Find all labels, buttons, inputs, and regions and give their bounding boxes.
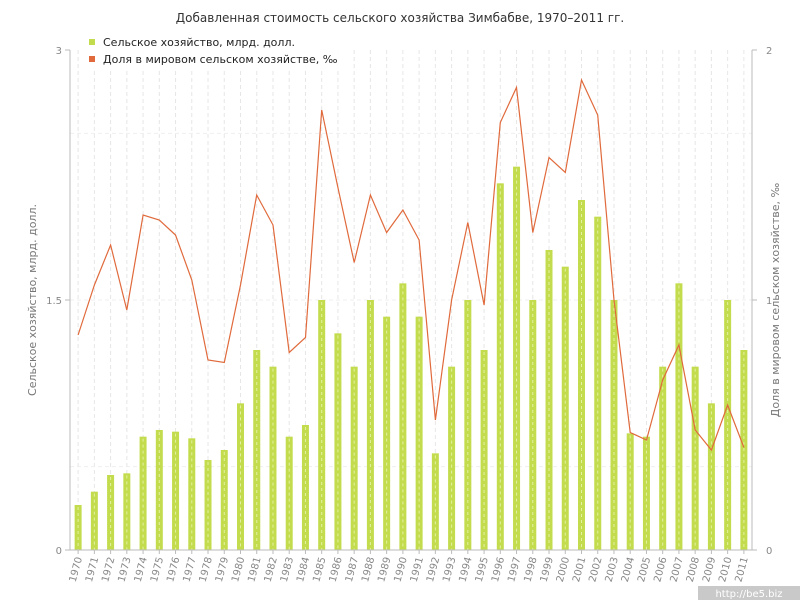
bar: [172, 431, 180, 550]
left-tick-label: 3: [56, 46, 62, 57]
x-tick-label: 1997: [506, 556, 523, 583]
x-tick-label: 2010: [717, 556, 734, 583]
x-tick-label: 2007: [669, 556, 686, 583]
x-tick-label: 1984: [295, 556, 312, 583]
x-tick-label: 1980: [230, 556, 247, 583]
x-tick-label: 2008: [685, 556, 702, 583]
right-tick-label: 1: [766, 296, 772, 307]
x-tick-label: 1983: [279, 556, 296, 583]
x-tick-label: 1975: [149, 556, 166, 583]
watermark: http://be5.biz: [698, 586, 800, 600]
x-tick-label: 1987: [344, 556, 361, 583]
x-tick-label: 1979: [214, 556, 231, 583]
x-tick-label: 1972: [100, 556, 117, 583]
left-tick-label: 0: [56, 546, 62, 557]
x-tick-label: 1981: [246, 556, 263, 583]
x-tick-label: 1990: [393, 556, 410, 583]
bar-series: [74, 166, 748, 551]
x-axis-ticks: 1970 1971 1972 1973 1974 1975 1976 1977 1978 1979…: [68, 550, 751, 583]
x-tick-label: 1991: [409, 556, 426, 583]
watermark-box: [698, 586, 800, 600]
bar: [513, 166, 521, 550]
bar: [431, 453, 439, 550]
x-tick-label: 2000: [555, 556, 572, 583]
x-tick-label: 1992: [425, 556, 442, 583]
x-tick-label: 2001: [571, 556, 588, 583]
bar: [350, 366, 358, 550]
x-tick-label: 1998: [522, 556, 539, 583]
x-tick-label: 1989: [376, 556, 393, 583]
x-tick-label: 1993: [441, 556, 458, 583]
bar: [90, 491, 98, 550]
x-tick-label: 1973: [117, 556, 134, 583]
x-tick-label: 2004: [620, 556, 637, 583]
bar: [578, 200, 585, 550]
left-axis-title: Сельское хозяйство, млрд. долл.: [26, 204, 39, 396]
bar: [399, 283, 407, 550]
bar: [448, 366, 456, 550]
x-tick-label: 1976: [165, 556, 182, 583]
x-tick-label: 1982: [263, 556, 280, 583]
x-tick-label: 2003: [604, 556, 621, 583]
x-tick-label: 1988: [360, 556, 377, 583]
x-tick-label: 2011: [734, 556, 751, 583]
x-tick-label: 2002: [587, 556, 604, 583]
right-tick-label: 2: [766, 46, 772, 57]
x-tick-label: 1995: [474, 556, 491, 583]
right-axis-ticks: 0 1 2: [752, 46, 772, 557]
bar: [107, 475, 115, 550]
right-axis-title: Доля в мировом сельском хозяйстве, ‰: [769, 183, 782, 418]
bar: [188, 438, 196, 550]
legend-label-bar: Сельское хозяйство, млрд. долл.: [103, 36, 295, 49]
x-tick-label: 1996: [490, 556, 507, 583]
x-tick-label: 1994: [458, 556, 475, 583]
watermark-text: http://be5.biz: [715, 589, 782, 600]
bar: [659, 366, 667, 550]
x-tick-label: 1970: [68, 556, 85, 583]
x-tick-label: 1971: [84, 556, 101, 583]
right-tick-label: 0: [766, 546, 772, 557]
bar: [545, 250, 553, 550]
bar: [269, 366, 277, 550]
legend-box: [80, 34, 350, 70]
line-path: [77, 78, 745, 452]
x-tick-label: 1978: [198, 556, 215, 583]
legend: Сельское хозяйство, млрд. долл. Доля в м…: [80, 34, 350, 70]
left-tick-label: 1.5: [46, 296, 62, 307]
bar: [334, 333, 342, 550]
legend-swatch-line: [89, 56, 95, 62]
line-series: [77, 78, 745, 452]
x-tick-label: 1985: [311, 556, 328, 583]
x-tick-label: 2006: [652, 556, 669, 583]
x-tick-label: 1999: [539, 556, 556, 583]
bar: [675, 283, 683, 550]
bar: [155, 430, 163, 550]
x-tick-label: 1977: [181, 556, 198, 583]
x-tick-label: 1986: [328, 556, 345, 583]
x-tick-label: 1974: [133, 556, 150, 583]
bar: [691, 366, 699, 550]
x-tick-label: 2009: [701, 556, 718, 583]
chart-title: Добавленная стоимость сельского хозяйств…: [176, 11, 624, 25]
x-tick-label: 2005: [636, 556, 653, 583]
bar: [707, 403, 715, 550]
left-axis-ticks: 01.53: [46, 46, 70, 557]
bar: [237, 403, 244, 550]
legend-swatch-bar: [89, 39, 95, 45]
legend-label-line: Доля в мировом сельском хозяйстве, ‰: [103, 53, 338, 66]
